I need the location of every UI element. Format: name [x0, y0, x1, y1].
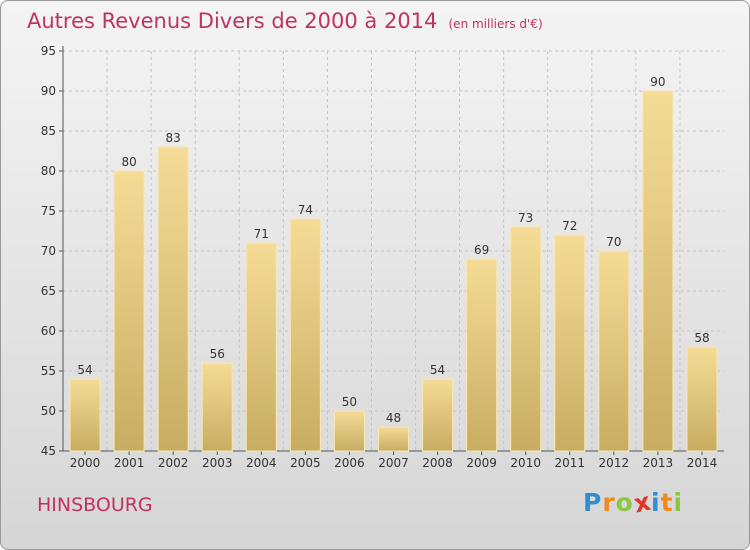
location-name: HINSBOURG	[37, 494, 153, 516]
y-tick-label: 55	[41, 364, 56, 378]
bar-2003	[201, 362, 233, 452]
logo-letter: i	[673, 488, 684, 517]
x-tick-label: 2001	[114, 456, 145, 470]
bar-value-label: 74	[298, 203, 313, 217]
x-tick-label: 2002	[158, 456, 189, 470]
bar-2005	[289, 218, 321, 452]
x-tick-label: 2014	[687, 456, 718, 470]
x-tick-label: 2013	[643, 456, 674, 470]
bar-2012	[598, 250, 630, 452]
y-tick-label: 90	[41, 84, 56, 98]
logo-letter: P	[583, 488, 603, 517]
bar-2008	[422, 378, 454, 452]
x-tick-label: 2006	[334, 456, 365, 470]
x-tick-label: 2005	[290, 456, 321, 470]
logo-letter: t	[660, 488, 674, 517]
bar-2007	[378, 426, 409, 452]
bar-value-label: 73	[518, 211, 533, 225]
bar-value-label: 70	[606, 235, 621, 249]
bar-2002	[157, 146, 189, 452]
bar-2009	[466, 258, 498, 452]
x-tick-label: 2007	[378, 456, 409, 470]
bar-2011	[554, 234, 586, 452]
labels: 45 50 55 60 65 70 75 80 85 90 95 54 2000 80 2001 83 2002…	[41, 44, 718, 470]
x-tick-label: 2010	[510, 456, 541, 470]
y-tick-label: 80	[41, 164, 56, 178]
bar-2014	[686, 346, 718, 452]
title-row: Autres Revenus Divers de 2000 à 2014 (en…	[27, 9, 543, 33]
chart-subtitle: (en milliers d'€)	[448, 17, 543, 31]
bar-value-label: 72	[562, 219, 577, 233]
y-tick-label: 70	[41, 244, 56, 258]
proxiti-logo: Proxiti	[583, 487, 684, 519]
bar-value-label: 54	[77, 363, 92, 377]
bar-value-label: 50	[342, 395, 357, 409]
bar-2013	[642, 90, 674, 452]
bars	[69, 90, 718, 452]
bar-2006	[333, 410, 365, 452]
x-tick-label: 2008	[422, 456, 453, 470]
bar-value-label: 69	[474, 243, 489, 257]
y-tick-label: 75	[41, 204, 56, 218]
bar-value-label: 71	[254, 227, 269, 241]
bar-2004	[245, 242, 277, 452]
logo-letter: i	[651, 488, 661, 517]
y-tick-label: 60	[41, 324, 56, 338]
y-tick-label: 95	[41, 44, 56, 58]
bar-value-label: 48	[386, 411, 401, 425]
bar-2001	[113, 170, 145, 452]
y-tick-label: 85	[41, 124, 56, 138]
logo-letter: r	[602, 488, 616, 517]
bar-value-label: 83	[166, 131, 181, 145]
x-tick-label: 2011	[554, 456, 585, 470]
chart-title: Autres Revenus Divers de 2000 à 2014	[27, 9, 438, 33]
y-tick-label: 65	[41, 284, 56, 298]
y-tick-label: 50	[41, 404, 56, 418]
grid-lines	[63, 50, 724, 452]
bar-value-label: 56	[210, 347, 225, 361]
bar-2000	[69, 378, 101, 452]
bar-value-label: 58	[694, 331, 709, 345]
logo-letter: o	[615, 488, 634, 517]
x-tick-label: 2000	[70, 456, 101, 470]
bar-value-label: 80	[121, 155, 136, 169]
x-tick-label: 2003	[202, 456, 233, 470]
y-tick-label: 45	[41, 444, 56, 458]
x-tick-label: 2004	[246, 456, 277, 470]
bar-value-label: 54	[430, 363, 445, 377]
x-tick-label: 2009	[466, 456, 497, 470]
x-tick-label: 2012	[599, 456, 630, 470]
bar-2010	[510, 226, 542, 452]
bar-value-label: 90	[650, 75, 665, 89]
